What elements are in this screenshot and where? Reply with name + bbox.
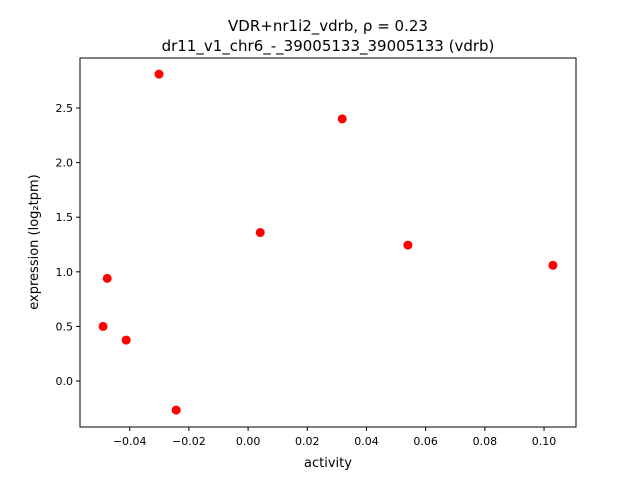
data-point xyxy=(548,260,558,270)
data-point xyxy=(171,405,181,415)
x-tick-label: 0.06 xyxy=(413,435,438,448)
data-point xyxy=(255,228,265,238)
x-tick-label: −0.04 xyxy=(113,435,147,448)
data-point xyxy=(121,335,131,345)
data-point xyxy=(102,273,112,283)
data-point xyxy=(337,114,347,124)
chart-title-line2: dr11_v1_chr6_-_39005133_39005133 (vdrb) xyxy=(162,37,495,56)
plot-frame xyxy=(79,57,577,428)
x-tick-label: 0.08 xyxy=(473,435,498,448)
x-tick-label: 0.10 xyxy=(532,435,557,448)
chart-title-line1: VDR+nr1i2_vdrb, ρ = 0.23 xyxy=(228,17,428,36)
data-point xyxy=(403,240,413,250)
x-axis-label: activity xyxy=(304,456,352,471)
x-tick-label: 0.02 xyxy=(295,435,320,448)
x-tick-label: −0.02 xyxy=(172,435,206,448)
y-tick-label: 0.0 xyxy=(56,375,74,388)
x-tick-label: 0.04 xyxy=(354,435,379,448)
x-tick-label: 0.00 xyxy=(236,435,261,448)
data-point xyxy=(98,321,108,331)
data-point xyxy=(154,69,164,79)
y-tick-label: 2.5 xyxy=(56,102,74,115)
y-tick-label: 2.0 xyxy=(56,157,74,170)
y-tick-label: 0.5 xyxy=(56,320,74,333)
y-tick-label: 1.0 xyxy=(56,266,74,279)
y-axis-label: expression (log₂tpm) xyxy=(27,174,42,309)
y-tick-label: 1.5 xyxy=(56,211,74,224)
